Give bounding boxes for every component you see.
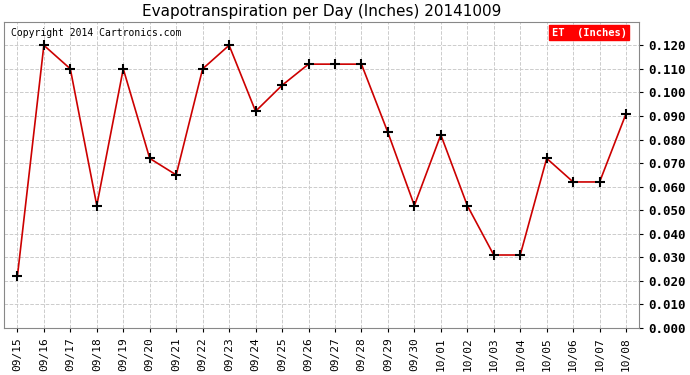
Text: ET  (Inches): ET (Inches) — [551, 28, 627, 38]
Text: Copyright 2014 Cartronics.com: Copyright 2014 Cartronics.com — [10, 28, 181, 38]
Title: Evapotranspiration per Day (Inches) 20141009: Evapotranspiration per Day (Inches) 2014… — [142, 4, 502, 19]
